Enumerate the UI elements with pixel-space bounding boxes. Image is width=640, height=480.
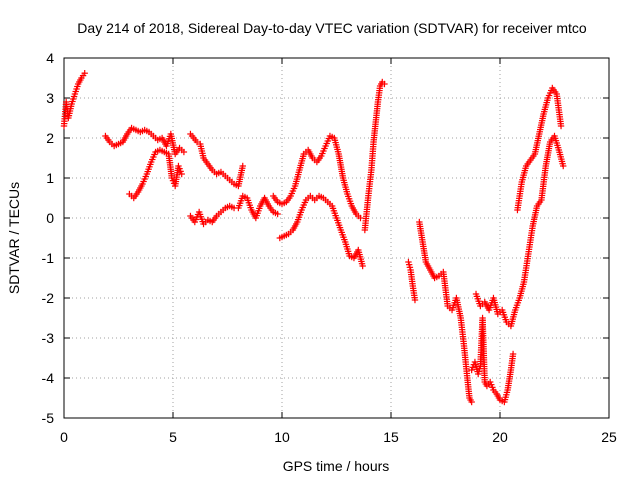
x-tick-label: 5: [169, 429, 177, 445]
x-tick-label: 20: [492, 429, 508, 445]
y-tick-label: -3: [42, 330, 55, 346]
data-points: [60, 70, 567, 406]
data-point: [239, 162, 246, 170]
y-tick-label: -2: [42, 290, 55, 306]
data-point: [193, 138, 201, 146]
x-axis-label: GPS time / hours: [283, 458, 390, 474]
plot-frame: [63, 57, 610, 419]
x-tick-label: 10: [274, 429, 290, 445]
x-tick-label: 0: [60, 429, 68, 445]
data-point: [411, 296, 419, 304]
y-tick-label: 0: [46, 210, 54, 226]
data-point: [557, 122, 565, 130]
data-point: [560, 162, 567, 170]
data-point: [178, 170, 185, 178]
y-tick-label: 1: [46, 170, 54, 186]
data-point: [509, 350, 517, 358]
axis-ticks: 0 5 10 15 20 25 -5 -4 -3 -2 -1 0 1 2 3 4: [42, 50, 617, 445]
y-tick-label: 4: [46, 50, 54, 66]
x-tick-label: 15: [383, 429, 399, 445]
y-tick-label: -4: [42, 370, 55, 386]
data-point: [180, 148, 188, 156]
y-tick-label: 2: [46, 130, 54, 146]
chart-title: Day 214 of 2018, Sidereal Day-to-day VTE…: [77, 20, 587, 36]
data-point: [274, 210, 281, 218]
data-point: [357, 214, 364, 222]
y-tick-label: -1: [42, 250, 55, 266]
y-tick-label: 3: [46, 90, 54, 106]
data-point: [468, 398, 475, 406]
data-point: [381, 80, 388, 88]
data-point: [81, 70, 88, 77]
x-tick-label: 25: [601, 429, 617, 445]
grid-lines: [64, 58, 609, 418]
y-axis-label: SDTVAR / TECUs: [6, 182, 22, 294]
y-tick-label: -5: [42, 410, 55, 426]
data-point: [359, 262, 366, 270]
